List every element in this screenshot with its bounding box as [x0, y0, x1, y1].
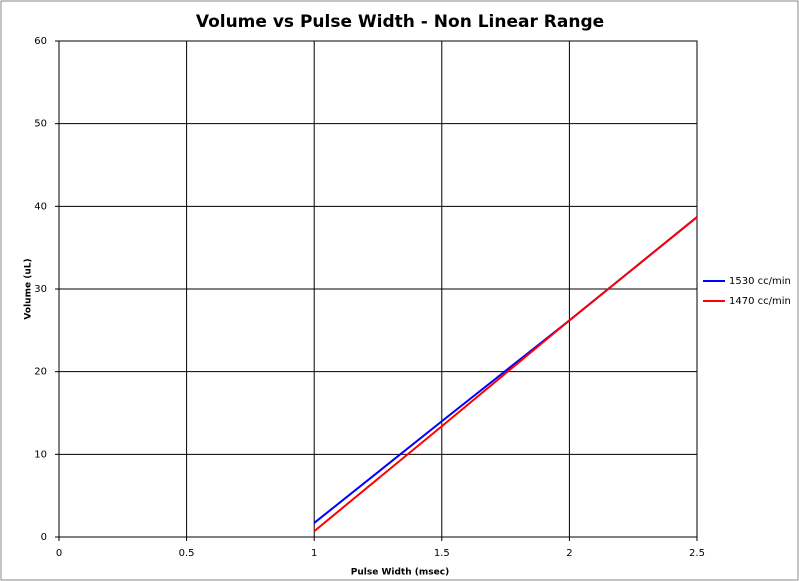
- y-tick-label: 0: [41, 532, 47, 543]
- plot-area: [58, 40, 698, 538]
- x-tick-label: 1: [311, 548, 317, 559]
- series-line: [313, 216, 698, 532]
- x-tick-label: 0.5: [179, 548, 195, 559]
- y-tick-label: 10: [34, 449, 47, 460]
- legend-label: 1470 cc/min: [729, 296, 791, 307]
- y-tick-label: 60: [34, 36, 47, 47]
- x-tick-label: 2: [566, 548, 572, 559]
- y-axis-title: Volume (uL): [24, 258, 34, 319]
- x-tick-label: 1.5: [434, 548, 450, 559]
- y-tick-label: 40: [34, 201, 47, 212]
- y-tick-label: 30: [34, 284, 47, 295]
- x-axis-title: Pulse Width (msec): [351, 568, 449, 578]
- y-tick-label: 50: [34, 119, 47, 130]
- x-tick-label: 0: [56, 548, 62, 559]
- legend-label: 1530 cc/min: [729, 276, 791, 287]
- y-tick-label: 20: [34, 367, 47, 378]
- chart-title: Volume vs Pulse Width - Non Linear Range: [196, 12, 604, 32]
- x-tick-label: 2.5: [689, 548, 705, 559]
